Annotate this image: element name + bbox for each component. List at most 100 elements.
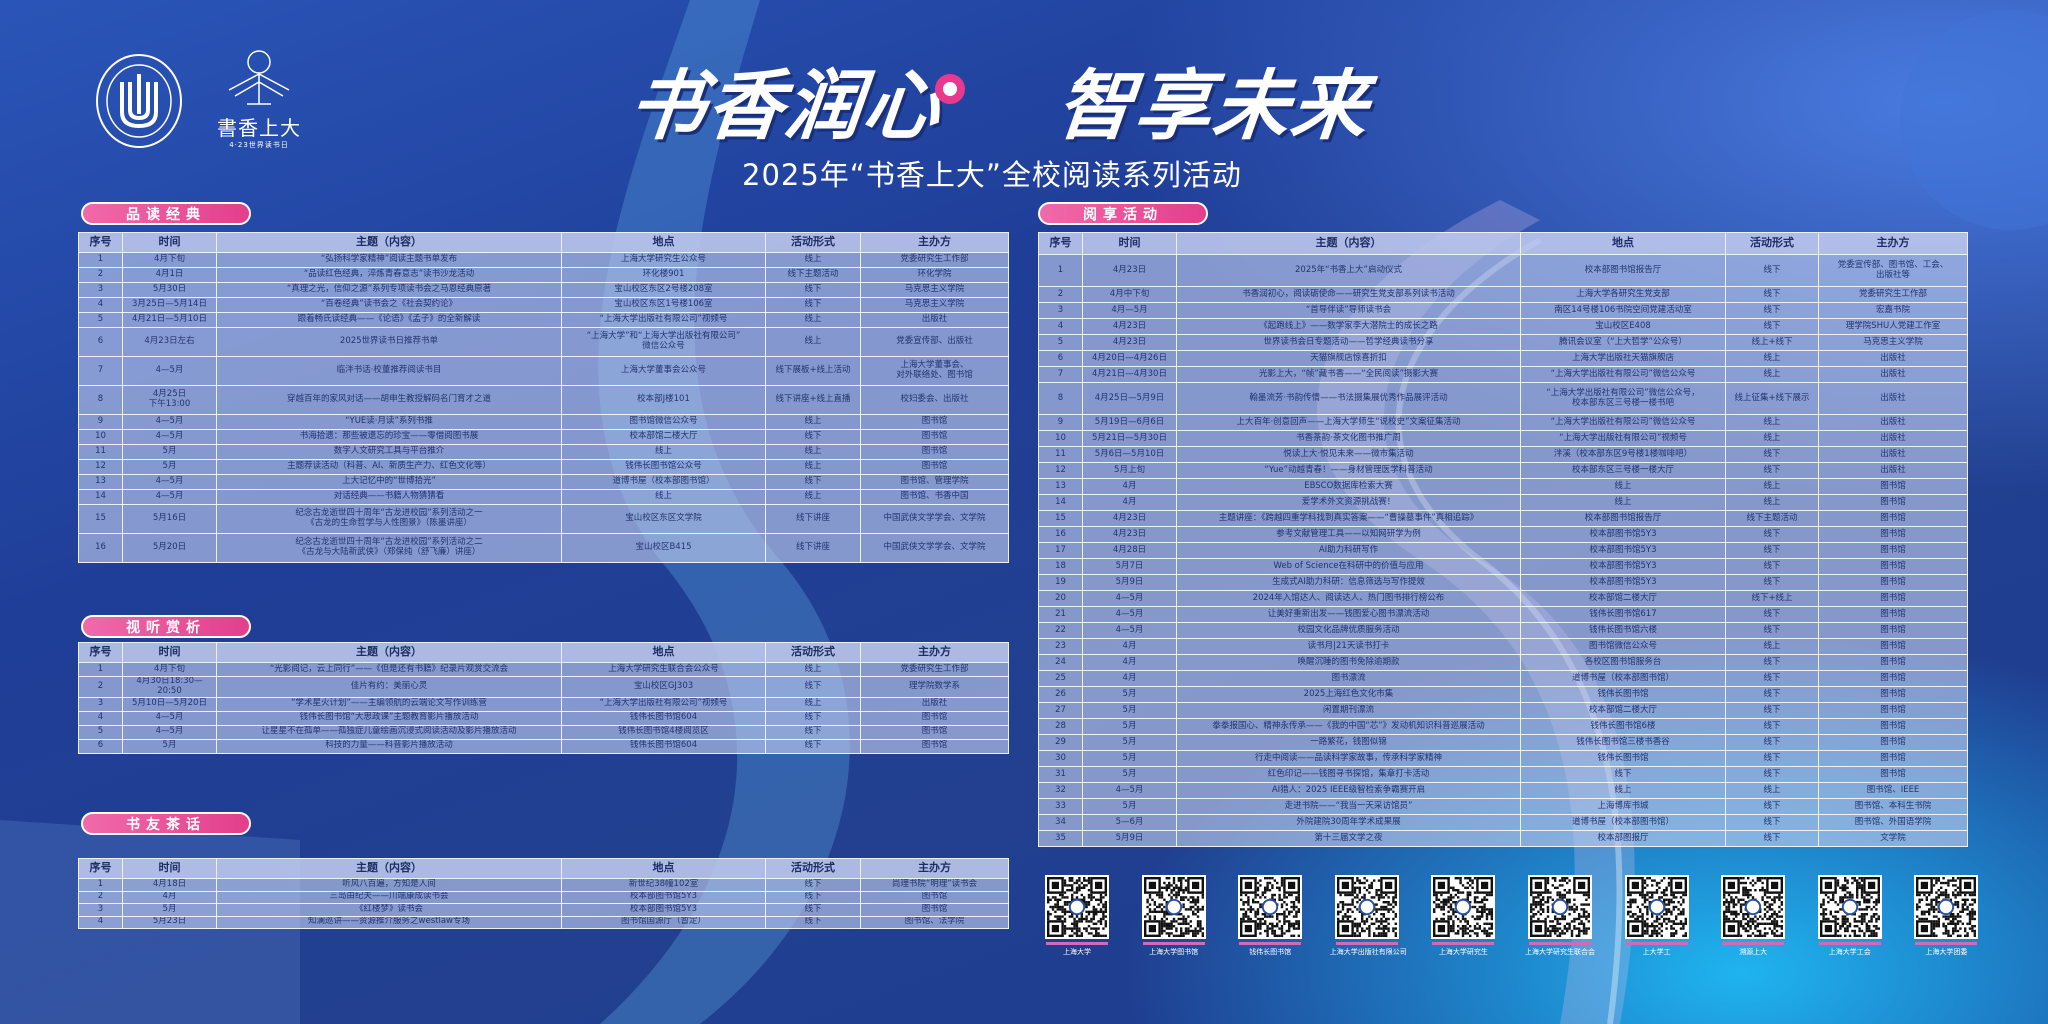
cell-time: 5月7日: [1082, 558, 1177, 575]
cell-time: 4—5月: [122, 414, 217, 430]
cell-format: 线下: [765, 676, 861, 698]
column-header-topic: 主题（内容）: [216, 642, 562, 663]
cell-location: 泮溪（校本部东区9号楼1楼咖啡吧）: [1520, 446, 1726, 463]
divider: [1335, 942, 1398, 945]
cell-time: 5月16日: [122, 504, 217, 534]
cell-organizer: 图书馆: [1818, 718, 1968, 735]
column-header-location: 地点: [561, 858, 766, 879]
cell-location: 校本部图书馆5Y3: [1520, 526, 1726, 543]
cell-time: 4月: [1082, 638, 1177, 655]
cell-organizer: 党委研究生工作部: [860, 252, 1009, 268]
table-row: 3 4月—5月 “首导伴读”导师读书会 南区14号楼106书院空间党建活动室 线下 宏嘉书…: [1038, 302, 1968, 319]
column-header-topic: 主题（内容）: [216, 858, 562, 879]
table-row: 35 5月9日 第十三届文学之夜 校本部图报厅 线下 文学院: [1038, 830, 1968, 847]
cell-time: 4月25日—5月9日: [1082, 382, 1177, 415]
cell-location: 钱伟长图书馆公众号: [561, 459, 766, 475]
cell-format: 线下: [765, 297, 861, 313]
column-header-format: 活动形式: [765, 232, 861, 253]
cell-format: 线下讲座: [765, 504, 861, 534]
cell-format: 线下: [1725, 670, 1819, 687]
cell-topic: 上大百年·创意回声——上海大学师生“说校史”文案征集活动: [1176, 414, 1521, 431]
cell-index: 14: [1038, 494, 1083, 511]
section-title: 书友茶话: [81, 812, 251, 835]
cell-index: 28: [1038, 718, 1083, 735]
column-header-topic: 主题（内容）: [1176, 232, 1521, 255]
cell-topic: 行走中阅读——品读科学家故事，传承科学家精神: [1176, 750, 1521, 767]
cell-index: 3: [78, 696, 123, 712]
cell-time: 5月30日: [122, 282, 217, 298]
cell-location: “上海大学出版社有限公司”视频号: [561, 696, 766, 712]
cell-organizer: 党委研究生工作部: [1818, 286, 1968, 303]
cell-location: 道博书屋（校本部图书馆）: [561, 474, 766, 490]
cell-location: “上海大学出版社有限公司”微信公众号， 校本部东区三号楼一楼书吧: [1520, 382, 1726, 415]
cell-time: 5月: [1082, 734, 1177, 751]
section-title: 阅享活动: [1038, 202, 1208, 225]
cell-format: 线下: [1725, 814, 1819, 831]
table-row: 21 4—5月 让美好重新出发——钱图爱心图书漂流活动 钱伟长图书馆617 线下 图书馆: [1038, 606, 1968, 623]
cell-topic: “品读红色经典，淬炼青春意志”读书沙龙活动: [216, 267, 562, 283]
qr-code-label: 溯源上大: [1739, 948, 1768, 956]
cell-organizer: 马克思主义学院: [1818, 334, 1968, 351]
cell-format: 线下主题活动: [765, 267, 861, 283]
cell-index: 6: [78, 327, 123, 357]
cell-format: 线下: [1725, 558, 1819, 575]
qr-code-card: 上海大学图书馆: [1137, 875, 1211, 957]
cell-topic: 知澜巡讲——资源推介服务之westlaw专场: [216, 915, 562, 929]
cell-time: 4月: [122, 890, 217, 904]
cell-index: 1: [1038, 254, 1083, 287]
section-title: 品读经典: [81, 202, 251, 225]
cell-time: 5月20日: [122, 533, 217, 563]
table-row: 8 4月25日—5月9日 翰墨流芳·书韵传情——书法摄集展优秀作品展评活动 “上海大学…: [1038, 382, 1968, 415]
cell-topic: 穿越百年的家风对话——胡申生教授解码名门育才之道: [216, 385, 562, 415]
cell-time: 5—6月: [1082, 814, 1177, 831]
qr-code-icon: [1334, 875, 1399, 939]
cell-index: 11: [1038, 446, 1083, 463]
cell-location: “上海大学”和“上海大学出版社有限公司” 微信公众号: [561, 327, 766, 357]
cell-topic: 临泮书话·校董推荐阅读书目: [216, 356, 562, 386]
cell-organizer: 图书馆: [1818, 702, 1968, 719]
qr-code-label: 上海大学图书馆: [1149, 948, 1199, 956]
cell-time: 5月10日—5月20日: [122, 696, 217, 712]
cell-time: 5月: [122, 738, 217, 754]
cell-organizer: 图书馆: [1818, 606, 1968, 623]
activity-table: 序号 时间 主题（内容） 地点 活动形式 主办方 1 4月下旬 “弘扬科学家精神”阅读主题书单发…: [78, 232, 1009, 563]
table-row: 19 5月9日 生成式AI助力科研：信息筛选与写作提效 校本部图书馆5Y3 线下 图书馆: [1038, 574, 1968, 591]
qr-code-label: 上海大学出版社有限公司: [1329, 948, 1407, 956]
cell-location: 线上: [1520, 782, 1726, 799]
qr-code-card: 溯源上大: [1716, 875, 1790, 957]
cell-index: 12: [78, 459, 123, 475]
cell-organizer: 图书馆: [1818, 670, 1968, 687]
table-row: 9 5月19日—6月6日 上大百年·创意回声——上海大学师生“说校史”文案征集活动 “…: [1038, 414, 1968, 431]
cell-topic: 天猫旗舰店惊喜折扣: [1176, 350, 1521, 367]
cell-location: 校本部东区三号楼一楼大厅: [1520, 462, 1726, 479]
cell-index: 14: [78, 489, 123, 505]
cell-format: 线上: [765, 696, 861, 712]
column-header-organizer: 主办方: [860, 232, 1009, 253]
cell-time: 4月: [1082, 494, 1177, 511]
table-row: 1 4月下旬 “光影阅记，云上同行”——《但是还有书籍》纪录片观赏交流会 上海大学研究…: [78, 662, 1009, 677]
cell-time: 4月21日—4月30日: [1082, 366, 1177, 383]
cell-index: 1: [78, 662, 123, 677]
cell-topic: 唤醒沉睡的图书免除逾期款: [1176, 654, 1521, 671]
cell-location: 校本部图书馆5Y3: [561, 890, 766, 904]
cell-organizer: 图书馆: [1818, 478, 1968, 495]
cell-topic: “YUE读·月读”系列书推: [216, 414, 562, 430]
column-header-location: 地点: [1520, 232, 1726, 255]
cell-index: 10: [1038, 430, 1083, 447]
divider: [1818, 942, 1881, 945]
cell-organizer: 图书馆: [860, 890, 1009, 904]
cell-time: 4月30日18:30—20:50: [122, 676, 217, 698]
table-row: 15 5月16日 纪念古龙逝世四十周年“古龙进校园”系列活动之一 《古龙的生命哲学与…: [78, 504, 1009, 534]
cell-time: 4月下旬: [122, 662, 217, 677]
cell-format: 线上: [1725, 414, 1819, 431]
table-row: 10 4—5月 书海拾遗：那些被遗忘的珍宝——零借阅图书展 校本部馆二楼大厅 线下 图书馆: [78, 429, 1009, 445]
column-header-time: 时间: [122, 232, 217, 253]
cell-index: 2: [78, 267, 123, 283]
cell-organizer: 图书馆: [860, 724, 1009, 740]
cell-organizer: 图书馆: [1818, 750, 1968, 767]
cell-location: 钱伟长图书馆六楼: [1520, 622, 1726, 639]
cell-location: 校本部图书馆5Y3: [1520, 574, 1726, 591]
cell-location: “上海大学出版社有限公司”视频号: [1520, 430, 1726, 447]
cell-location: 上海大学研究生联合会公众号: [561, 662, 766, 677]
cell-time: 4—5月: [1082, 622, 1177, 639]
